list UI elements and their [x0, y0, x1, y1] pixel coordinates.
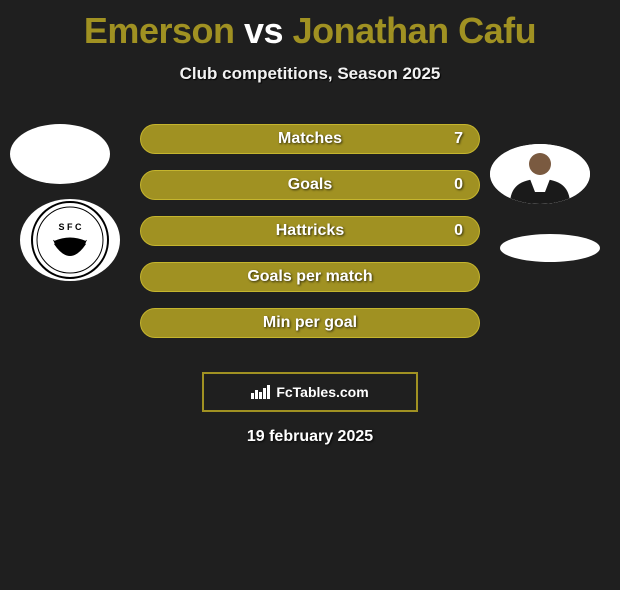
stat-bar-value: 0 [454, 222, 463, 240]
player2-club-badge [500, 234, 600, 262]
stat-bar-value: 7 [454, 130, 463, 148]
page-title: Emerson vs Jonathan Cafu [0, 10, 620, 52]
player1-avatar [10, 124, 110, 184]
fctables-logo-box: FcTables.com [202, 372, 418, 412]
stat-bar-label: Hattricks [276, 222, 344, 240]
stat-bar-goals: Goals 0 [140, 170, 480, 200]
stat-bar-goals-per-match: Goals per match [140, 262, 480, 292]
title-player2: Jonathan Cafu [293, 10, 537, 51]
title-vs: vs [244, 10, 283, 51]
stat-bar-label: Goals [288, 176, 332, 194]
stat-bar-matches: Matches 7 [140, 124, 480, 154]
date-text: 19 february 2025 [247, 428, 373, 446]
fctables-logo-text: FcTables.com [276, 384, 368, 400]
stat-bar-value: 0 [454, 176, 463, 194]
svg-text:S F C: S F C [58, 222, 82, 232]
stat-bar-min-per-goal: Min per goal [140, 308, 480, 338]
stat-bar-hattricks: Hattricks 0 [140, 216, 480, 246]
player2-avatar [490, 144, 590, 204]
stat-bars: Matches 7 Goals 0 Hattricks 0 Goals per match M… [140, 124, 480, 354]
title-player1: Emerson [84, 10, 235, 51]
santos-fc-badge: S F C [30, 200, 110, 280]
player1-club-badge: S F C [20, 199, 120, 281]
stat-bar-label: Goals per match [247, 268, 372, 286]
subtitle: Club competitions, Season 2025 [0, 64, 620, 84]
chart-icon [251, 385, 270, 399]
stat-bar-label: Min per goal [263, 314, 357, 332]
stat-bar-label: Matches [278, 130, 342, 148]
